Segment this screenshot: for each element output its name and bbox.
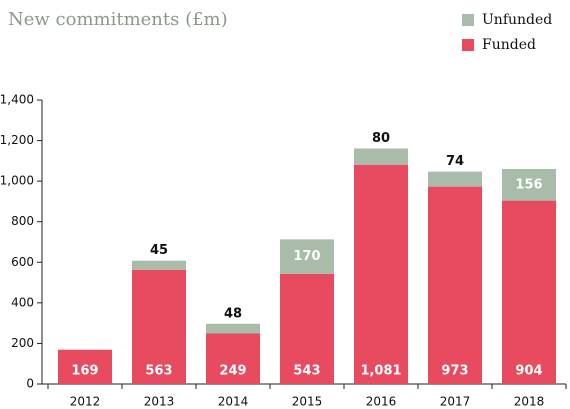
y-tick-label: 1,400 [0,93,34,107]
bar-segment [280,273,334,384]
x-tick-label: 2017 [440,395,471,409]
bar-segment [206,333,260,384]
data-label: 1,081 [360,364,401,379]
data-label: 904 [515,364,542,379]
legend-swatch [462,39,474,51]
x-tick-label: 2018 [514,395,545,409]
y-tick-label: 400 [11,295,34,309]
data-label: 48 [224,306,242,321]
bar-segment [132,260,186,270]
data-label: 249 [219,364,246,379]
data-label: 156 [515,177,542,192]
y-tick-label: 1,200 [0,133,34,147]
legend-label: Unfunded [482,12,552,28]
data-label: 973 [441,364,468,379]
data-label: 45 [150,243,168,258]
y-tick-label: 1,000 [0,174,34,188]
bar-segment [132,269,186,384]
y-tick-label: 200 [11,336,34,350]
y-tick-label: 600 [11,255,34,269]
x-tick-label: 2016 [366,395,397,409]
x-tick-label: 2015 [292,395,323,409]
data-label: 563 [145,364,172,379]
bar-segment [502,200,556,384]
data-label: 80 [372,131,390,146]
bar-segment [206,323,260,334]
bar-segment [354,148,408,165]
bar-segment [502,168,556,201]
data-label: 170 [293,249,320,264]
y-tick-label: 0 [26,377,34,391]
bar-segment [58,349,112,384]
legend-swatch [462,14,474,26]
x-tick-label: 2012 [70,395,101,409]
data-label: 74 [446,154,464,169]
bar-segment [280,239,334,274]
chart-title: New commitments (£m) [8,9,228,30]
data-label: 543 [293,364,320,379]
y-tick-label: 800 [11,214,34,228]
bar-segment [428,186,482,384]
bar-segment [428,171,482,187]
x-tick-label: 2013 [144,395,175,409]
bar-segment [354,164,408,384]
x-tick-label: 2014 [218,395,249,409]
data-label: 169 [71,364,98,379]
legend-label: Funded [482,37,536,53]
